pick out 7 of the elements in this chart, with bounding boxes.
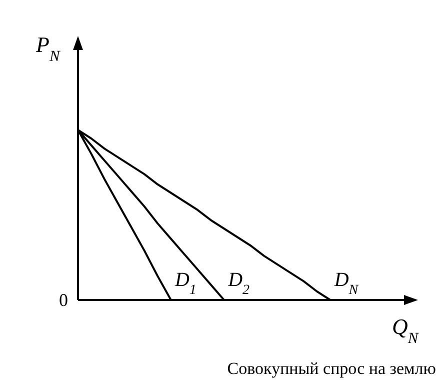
series-label: D$_{2}$ — [227, 269, 250, 298]
y-axis-title: P$_{N}$ — [35, 32, 60, 64]
text: 0 — [59, 290, 68, 310]
text: Совокупный спрос на землю — [227, 359, 436, 378]
series-label: D$_{N}$ — [333, 269, 359, 298]
series-label: D$_{1}$ — [174, 269, 196, 298]
x-axis-title: Q$_{N}$ — [392, 314, 419, 346]
